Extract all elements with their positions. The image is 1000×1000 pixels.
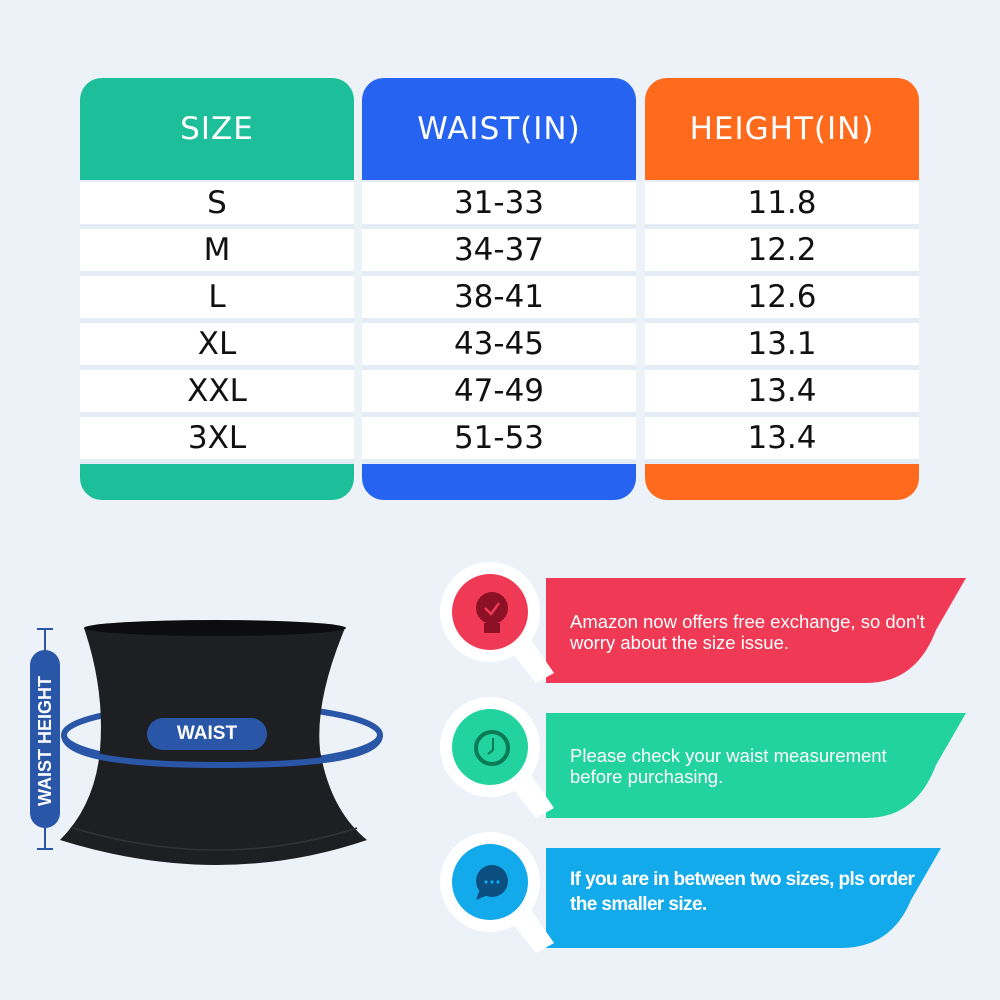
height-cell: 13.1 [645,323,919,365]
size-cell: M [80,229,354,271]
height-cell: 13.4 [645,417,919,459]
size-cell: 3XL [80,417,354,459]
waist-header: WAIST(IN) [417,111,581,147]
height-column: HEIGHT(IN) 11.8 12.2 12.6 13.1 13.4 13.4 [645,78,919,500]
product-illustration: WAIST WAIST HEIGHT [0,600,420,900]
tip-text: Please check your waist measurement befo… [570,745,887,787]
size-cell: XXL [80,370,354,412]
size-cell: S [80,182,354,224]
waist-height-label: WAIST HEIGHT [35,676,55,806]
size-cell: XL [80,323,354,365]
size-header: SIZE [180,111,254,147]
height-cell: 13.4 [645,370,919,412]
size-cell: L [80,276,354,318]
height-cell: 12.6 [645,276,919,318]
waist-cell: 51-53 [362,417,636,459]
height-cell: 12.2 [645,229,919,271]
height-cell: 11.8 [645,182,919,224]
waist-cell: 43-45 [362,323,636,365]
size-column: SIZE S M L XL XXL 3XL [80,78,354,500]
waist-column: WAIST(IN) 31-33 34-37 38-41 43-45 47-49 … [362,78,636,500]
waist-cell: 47-49 [362,370,636,412]
waist-ring-front [61,734,383,769]
tip-text: Amazon now offers free exchange, so don'… [570,611,925,653]
lightbulb-check-icon [476,592,508,633]
waist-label: WAIST [176,723,238,744]
tip-text: If you are in between two sizes, pls ord… [570,869,915,915]
tip-check-measurement: Please check your waist measurement befo… [436,690,976,820]
waist-cell: 34-37 [362,229,636,271]
tip-free-exchange: Amazon now offers free exchange, so don'… [436,555,976,685]
tip-smaller-size: If you are in between two sizes, pls ord… [436,825,976,955]
waist-cell: 31-33 [362,182,636,224]
waist-cell: 38-41 [362,276,636,318]
height-header: HEIGHT(IN) [689,111,875,147]
clock-icon [474,730,510,766]
chat-bubble-icon [476,865,508,900]
